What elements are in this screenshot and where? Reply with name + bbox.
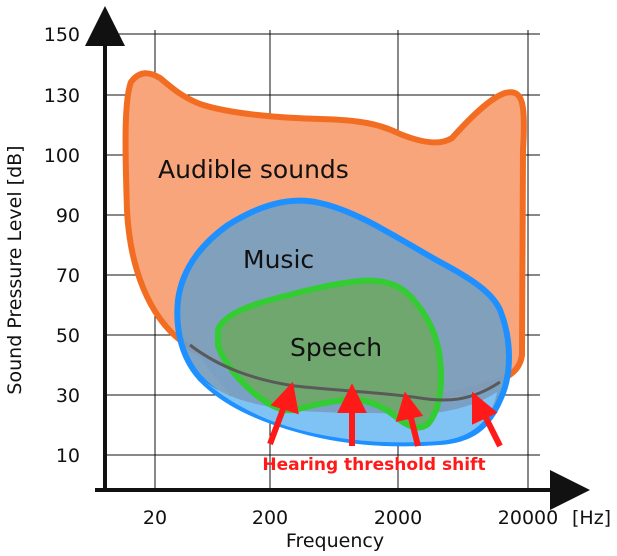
y-tick-label: 10	[56, 445, 80, 467]
y-tick-labels: 150 130 100 90 70 50 30 10	[44, 24, 80, 467]
x-unit-label: [Hz]	[572, 507, 611, 529]
y-tick-label: 70	[56, 265, 80, 287]
axes	[85, 6, 590, 510]
x-tick-labels: 20 200 2000 20000 [Hz]	[143, 507, 611, 529]
music-label: Music	[243, 245, 314, 274]
speech-label: Speech	[290, 333, 382, 362]
y-tick-label: 90	[56, 205, 80, 227]
y-tick-label: 130	[44, 85, 80, 107]
y-axis-title: Sound Pressure Level [dB]	[4, 145, 26, 394]
x-tick-label: 2000	[374, 507, 422, 529]
x-tick-label: 20000	[498, 507, 558, 529]
hearing-threshold-shift-label: Hearing threshold shift	[262, 455, 485, 475]
y-tick-label: 100	[44, 145, 80, 167]
y-tick-label: 150	[44, 24, 80, 46]
y-tick-label: 50	[56, 325, 80, 347]
y-tick-label: 30	[56, 385, 80, 407]
x-tick-label: 200	[252, 507, 288, 529]
x-tick-label: 20	[143, 507, 167, 529]
threshold-shift-arrows	[267, 381, 503, 448]
audible-sounds-label: Audible sounds	[158, 155, 349, 184]
x-axis-title: Frequency	[286, 530, 384, 552]
